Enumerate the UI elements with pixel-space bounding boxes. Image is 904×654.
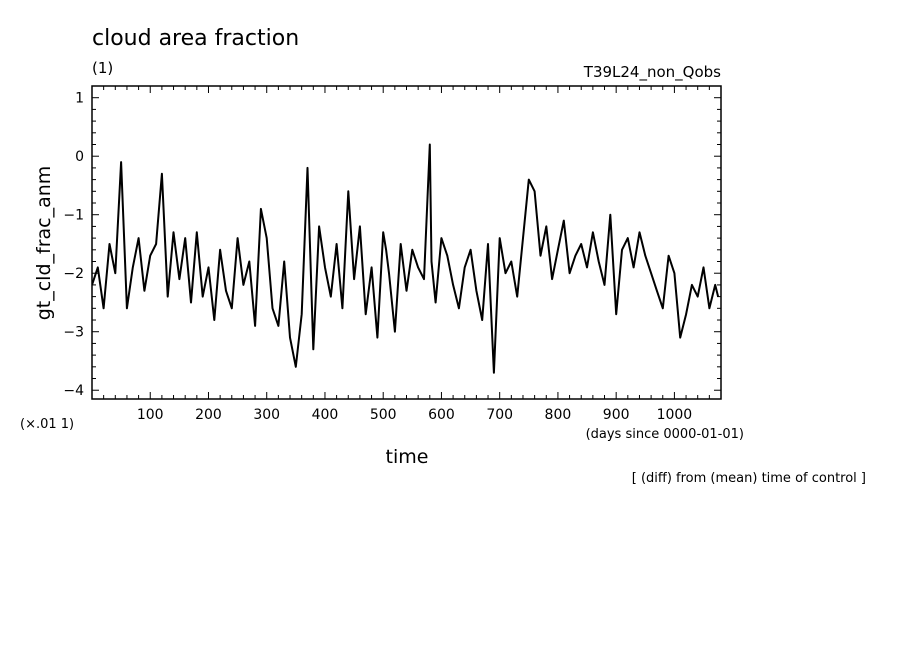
chart-subtitle-left: (1) — [92, 59, 113, 77]
y-axis-label: gt_cld_frac_anm — [33, 166, 55, 321]
x-tick-label: 200 — [195, 407, 222, 423]
x-tick-label: 800 — [545, 407, 572, 423]
y-tick-label: −2 — [63, 266, 84, 282]
x-tick-label: 100 — [137, 407, 164, 423]
x-tick-label: 300 — [253, 407, 280, 423]
x-tick-labels: 100 200 300 400 500 600 700 800 900 1000 — [137, 407, 692, 423]
x-axis-label: time — [386, 446, 429, 468]
x-tick-label: 700 — [486, 407, 513, 423]
tick-marks — [92, 86, 721, 399]
x-tick-label: 400 — [312, 407, 339, 423]
chart-subtitle-right: T39L24_non_Qobs — [583, 63, 721, 82]
y-tick-label: 1 — [75, 91, 84, 107]
x-units: (days since 0000-01-01) — [586, 427, 744, 442]
x-tick-label: 1000 — [657, 407, 693, 423]
chart-title: cloud area fraction — [92, 26, 299, 51]
y-tick-label: 0 — [75, 149, 84, 165]
y-tick-labels: 1 0 −1 −2 −3 −4 — [63, 91, 84, 400]
y-tick-label: −4 — [63, 383, 84, 399]
x-tick-label: 500 — [370, 407, 397, 423]
x-tick-label: 600 — [428, 407, 455, 423]
y-tick-label: −1 — [63, 208, 84, 224]
series-line — [92, 143, 720, 374]
x-tick-label: 900 — [603, 407, 630, 423]
y-tick-label: −3 — [63, 325, 84, 341]
y-scale-note: (×.01 1) — [20, 417, 74, 432]
footnote: [ (diff) from (mean) time of control ] — [632, 471, 866, 486]
